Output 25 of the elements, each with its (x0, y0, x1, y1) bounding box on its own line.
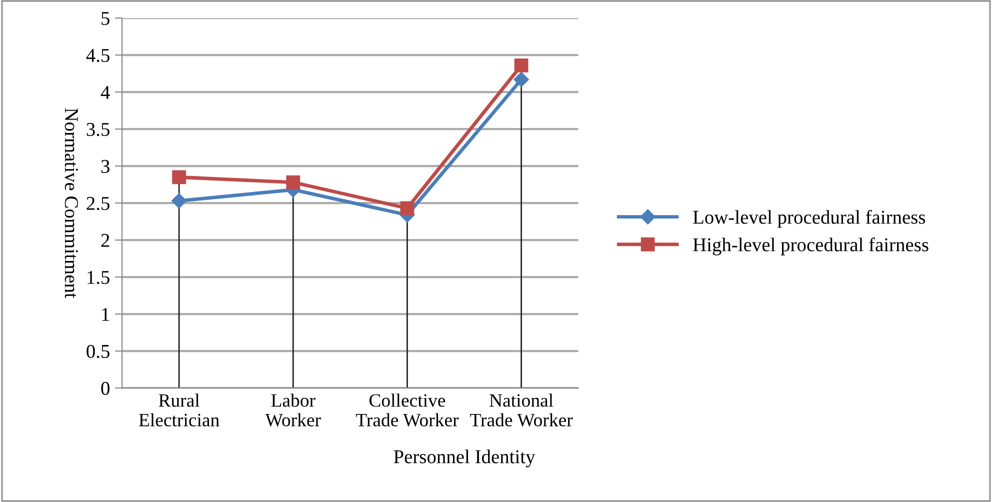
point (400, 201, 414, 216)
legend-label: High-level procedural fairness (693, 237, 928, 256)
y-tick-label: 2 (101, 234, 110, 247)
x-tick-label: National Trade Worker (470, 394, 573, 427)
y-tick-label: 0 (101, 382, 110, 395)
x-tick-label: Collective Trade Worker (356, 394, 459, 427)
y-tick-label: 3.5 (86, 122, 110, 136)
y-tick-label: 2.5 (86, 196, 110, 210)
y-tick-label: 5 (102, 12, 110, 26)
y-tick-label: 3 (101, 160, 110, 173)
legend-label: Low-level procedural fairness (693, 210, 926, 228)
x-tick-label: Labor Worker (265, 394, 321, 427)
y-axis-title: Normative Commitment (64, 108, 78, 298)
point (286, 175, 300, 190)
y-tick-label: 1.5 (88, 270, 110, 284)
x-tick-label: Rural Electrician (138, 394, 220, 426)
point (514, 72, 529, 88)
y-tick-label: 4 (100, 86, 110, 99)
y-tick-label: 1 (102, 308, 110, 321)
point (514, 58, 528, 72)
x-axis-title: Personnel Identity (394, 450, 536, 468)
point (171, 193, 187, 208)
y-tick-label: 4.5 (86, 49, 110, 62)
point (172, 170, 186, 184)
y-tick-label: 0.5 (86, 344, 110, 358)
